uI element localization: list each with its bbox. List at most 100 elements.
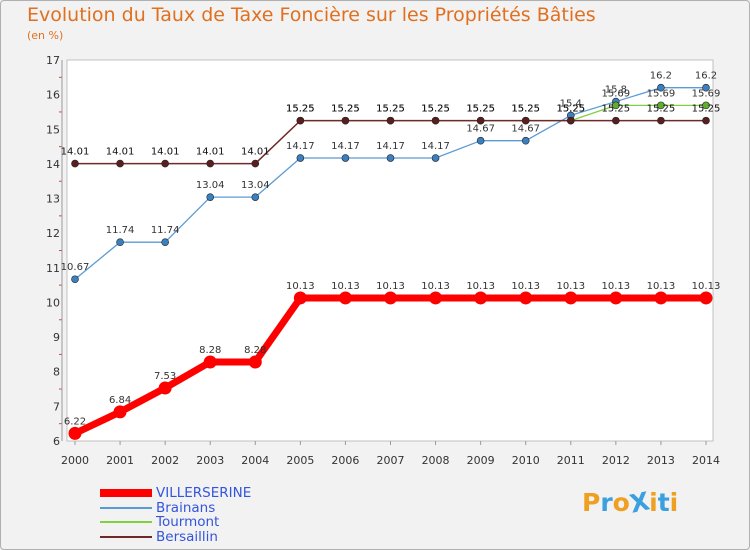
legend-item-bersaillin: Bersaillin [100,530,251,545]
data-label: 10.13 [331,281,360,292]
x-tick-label: 2009 [467,454,495,467]
data-point-villerserine [699,291,713,305]
legend-item-villerserine: VILLERSERINE [100,486,251,501]
data-label: 14.17 [376,141,405,152]
data-point-bersaillin [71,159,79,168]
x-tick-label: 2006 [331,454,359,467]
data-point-brainans [521,136,530,145]
data-point-villerserine [293,291,307,305]
data-label: 10.67 [61,262,90,273]
x-tick-label: 2008 [422,454,450,467]
data-point-bersaillin [431,116,440,125]
data-point-bersaillin [296,116,305,125]
y-tick-label: 13 [46,193,60,206]
series-lines [68,83,713,440]
data-label: 10.13 [692,281,721,292]
legend-label: Tourmont [156,514,220,531]
y-tick-label: 11 [46,262,60,275]
y-tick-label: 14 [46,158,60,171]
data-point-bersaillin [161,159,169,168]
data-point-bersaillin [386,116,395,125]
logo-letter: P [582,488,601,517]
logo-letter: i [669,488,679,517]
data-label: 15.25 [466,104,495,115]
data-label: 14.01 [241,147,270,158]
x-tick-label: 2007 [377,454,405,467]
x-tick-label: 2000 [61,454,89,467]
data-label: 10.13 [421,281,450,292]
data-point-bersaillin [566,116,575,125]
data-label: 15.4 [560,98,582,109]
data-point-brainans [116,238,124,246]
proxiti-logo: ProXiti [582,486,679,518]
data-label: 10.13 [602,281,631,292]
x-tick-label: 2005 [286,454,314,467]
data-point-villerserine [474,291,488,305]
x-tick-label: 2014 [692,454,720,467]
data-point-bersaillin [251,159,260,168]
data-point-brainans [161,238,169,246]
data-label: 14.01 [106,147,135,158]
data-label: 11.74 [151,225,180,236]
data-label: 15.25 [421,104,450,115]
legend-label: Bersaillin [156,528,218,545]
data-label: 10.13 [511,281,540,292]
data-point-villerserine [248,355,262,369]
data-label: 11.74 [106,225,135,236]
data-label: 14.01 [196,147,225,158]
y-tick-label: 9 [53,331,60,344]
data-label: 14.17 [331,141,360,152]
legend-swatch [100,506,152,509]
data-label: 15.69 [692,88,721,99]
data-label: 14.67 [511,124,540,135]
data-label: 15.69 [647,88,676,99]
data-point-villerserine [203,355,217,369]
x-tick-label: 2002 [151,454,179,467]
data-point-bersaillin [702,116,710,125]
x-tick-label: 2001 [106,454,134,467]
data-label: 6.84 [109,395,131,406]
data-point-tourmont [657,101,665,110]
legend: VILLERSERINE Brainans Tourmont Bersaillin [100,486,251,544]
data-point-bersaillin [206,159,215,168]
data-label: 15.25 [376,104,405,115]
y-tick-label: 8 [53,366,60,379]
axes: 6 7 8 9 10 11 12 13 14 15 16 17 2000 2001 2002 2003 2004… [46,54,720,467]
data-labels: 10.67 11.74 11.74 13.04 13.04 14.17 14.17 14.17… [61,71,721,428]
data-point-villerserine [68,426,82,440]
data-point-bersaillin [657,116,665,125]
y-tick-label: 17 [46,54,60,67]
x-tick-label: 2010 [512,454,540,467]
x-tick-label: 2013 [647,454,675,467]
data-point-villerserine [158,381,172,395]
data-label: 15.25 [556,104,585,115]
data-label: 15.25 [647,104,676,115]
data-label: 10.13 [376,281,405,292]
data-point-brainans [206,193,215,201]
data-point-brainans [657,83,665,92]
legend-swatch [100,489,152,498]
data-point-brainans [386,154,395,162]
data-label: 13.04 [241,180,270,191]
y-axis-unit-label: (en %) [27,29,64,42]
data-label: 15.8 [605,85,627,96]
data-label: 10.13 [647,281,676,292]
y-tick-label: 15 [46,123,60,136]
logo-letter: i [649,488,658,517]
x-tick-label: 2004 [241,454,269,467]
data-label: 7.53 [154,371,176,382]
y-tick-label: 7 [53,400,60,413]
data-point-villerserine [519,291,533,305]
data-point-brainans [251,193,260,201]
data-label: 15.25 [421,104,450,115]
y-tick-label: 12 [46,227,60,240]
data-label: 15.25 [376,104,405,115]
data-point-brainans [341,154,350,162]
data-point-brainans [476,136,485,145]
data-point-brainans [431,154,440,162]
data-label: 15.25 [692,104,721,115]
data-label: 14.17 [421,141,450,152]
data-label: 15.69 [602,88,631,99]
y-tick-label: 16 [46,89,60,102]
